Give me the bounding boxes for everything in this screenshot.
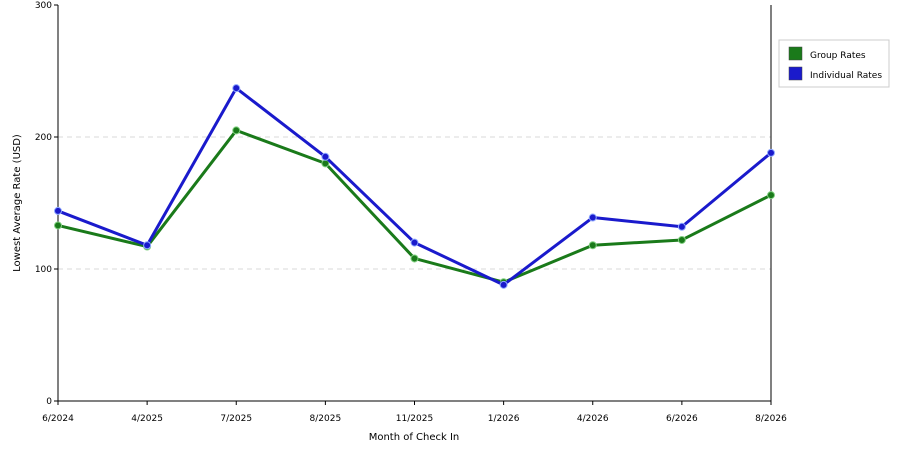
x-tick-label: 6/2024 <box>42 414 74 424</box>
data-point <box>321 152 330 161</box>
y-axis-title: Lowest Average Rate (USD) <box>12 134 23 272</box>
data-point <box>767 191 775 200</box>
y-tick-label: 200 <box>35 133 52 143</box>
data-point <box>677 235 686 244</box>
x-tick-label: 4/2025 <box>131 414 163 424</box>
x-tick-label: 11/2025 <box>396 414 433 424</box>
data-point <box>588 213 597 222</box>
tick-labels: 0 100 200 300 6/2024 4/2025 7/2025 8/2025 11/202… <box>35 1 787 424</box>
grid-lines <box>58 136 771 270</box>
data-point <box>767 148 775 157</box>
data-point <box>54 221 62 230</box>
data-point <box>143 241 152 250</box>
data-point <box>232 84 241 93</box>
axes <box>57 5 772 402</box>
y-tick-label: 300 <box>35 1 52 11</box>
x-tick-label: 4/2026 <box>577 414 609 424</box>
legend: Group Rates Individual Rates <box>778 39 890 88</box>
x-tick-label: 7/2025 <box>220 414 252 424</box>
data-point <box>54 206 62 215</box>
x-axis-title: Month of Check In <box>369 432 460 443</box>
data-point <box>588 241 597 250</box>
x-tick-label: 6/2026 <box>666 414 698 424</box>
y-tick-label: 100 <box>35 265 52 275</box>
legend-swatch-group-rates <box>788 46 803 61</box>
data-point <box>499 280 508 289</box>
series <box>54 84 775 289</box>
data-point <box>677 222 686 231</box>
legend-label-group-rates: Group Rates <box>810 51 866 61</box>
data-point <box>410 238 419 247</box>
x-tick-label: 8/2025 <box>310 414 342 424</box>
data-point <box>410 254 419 263</box>
legend-swatch-individual-rates <box>788 66 803 81</box>
x-tick-label: 8/2026 <box>755 414 787 424</box>
legend-label-individual-rates: Individual Rates <box>810 71 882 81</box>
y-tick-label: 0 <box>46 397 52 407</box>
data-point <box>232 126 241 135</box>
x-tick-label: 1/2026 <box>488 414 520 424</box>
